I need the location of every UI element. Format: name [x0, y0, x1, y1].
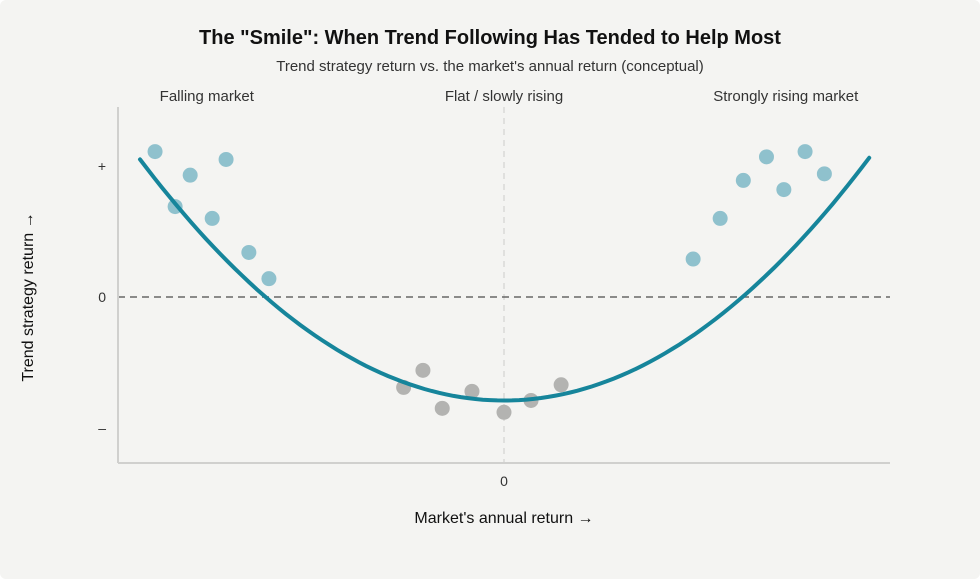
flat-years-point — [415, 362, 431, 378]
trend-years-point — [685, 251, 701, 267]
trend-years-point — [712, 210, 728, 226]
chart-title: The "Smile": When Trend Following Has Te… — [199, 27, 781, 49]
trend-years-point — [261, 271, 277, 287]
x-tick-label: 0 — [500, 473, 508, 489]
trend-years-point — [147, 144, 163, 160]
trend-years-point — [204, 210, 220, 226]
region-label: Strongly rising market — [713, 88, 859, 105]
y-tick-label: 0 — [98, 289, 106, 305]
trend-years-point — [776, 182, 792, 198]
region-label: Flat / slowly rising — [445, 88, 563, 105]
smile-curve — [138, 155, 872, 403]
y-axis-label: Trend strategy return → — [20, 212, 37, 381]
trend-years-point — [182, 167, 198, 183]
flat-years-point — [434, 400, 450, 416]
trend-years-point — [797, 144, 813, 160]
flat-years-point — [553, 377, 569, 393]
trend-years-point — [735, 172, 751, 188]
region-label: Falling market — [160, 88, 255, 105]
x-axis-label: Market's annual return → — [414, 510, 593, 527]
trend-years-point — [816, 166, 832, 182]
flat-years-point — [496, 404, 512, 420]
trend-years-point — [218, 151, 234, 167]
chart-subtitle: Trend strategy return vs. the market's a… — [276, 58, 704, 75]
y-tick-label: + — [98, 158, 106, 174]
flat-years-point — [464, 383, 480, 399]
trend-years-point — [758, 149, 774, 165]
trend-years-point — [241, 244, 257, 260]
y-tick-label: – — [98, 420, 106, 436]
